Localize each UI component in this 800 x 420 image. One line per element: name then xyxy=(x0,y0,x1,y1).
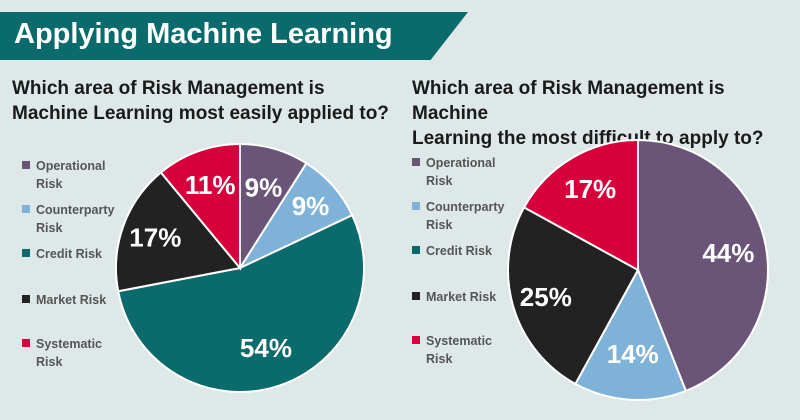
legend-swatch xyxy=(412,246,420,254)
legend-swatch xyxy=(412,202,420,210)
slice-value-label: 25% xyxy=(520,282,572,312)
legend-swatch xyxy=(412,158,420,166)
legend-left: Operational Risk Counterparty Risk Credit … xyxy=(22,157,132,377)
pie-slice xyxy=(507,206,640,386)
slice-value-label: 9% xyxy=(245,172,283,202)
legend-right: Operational Risk Counterparty Risk Credit … xyxy=(412,154,522,374)
pie-slice xyxy=(115,171,242,293)
pie-slice xyxy=(574,267,688,401)
title-banner xyxy=(0,12,468,60)
legend-swatch xyxy=(412,336,420,344)
legend-label: Operational Risk xyxy=(36,159,106,191)
slice-value-label: 11% xyxy=(185,170,236,200)
legend-label: Credit Risk xyxy=(426,244,492,258)
legend-swatch xyxy=(22,339,30,347)
legend-swatch xyxy=(22,295,30,303)
slice-value-label: 44% xyxy=(702,238,754,268)
legend-label: Counterparty Risk xyxy=(36,203,115,235)
pie-chart-right: 44% 14% 25% 17% xyxy=(507,138,769,401)
legend-swatch xyxy=(22,161,30,169)
pie-slice xyxy=(117,213,365,393)
slice-value-label: 17% xyxy=(564,174,616,204)
legend-label: Market Risk xyxy=(36,293,107,307)
legend-label: Credit Risk xyxy=(36,247,102,261)
slice-value-label: 9% xyxy=(292,191,330,221)
pie-chart-left: 9% 9% 54% 17%11% xyxy=(115,142,365,393)
legend-label: Systematic Risk xyxy=(426,334,493,366)
legend-label: Market Risk xyxy=(426,290,497,304)
legend-swatch xyxy=(22,205,30,213)
pie-slice xyxy=(637,138,769,393)
legend-label: Operational Risk xyxy=(426,156,496,188)
question-left: Which area of Risk Management is Machine… xyxy=(12,78,389,124)
legend-label: Counterparty Risk xyxy=(426,200,505,232)
legend-swatch xyxy=(22,249,30,257)
page-title: Applying Machine Learning xyxy=(14,18,393,50)
slice-value-label: 54% xyxy=(240,333,292,363)
pie-slice xyxy=(159,142,241,271)
legend-label: Systematic Risk xyxy=(36,337,103,369)
pie-slice xyxy=(522,138,639,272)
slice-value-label: 14% xyxy=(607,339,659,369)
slice-value-label: 17% xyxy=(129,223,181,253)
legend-swatch xyxy=(412,292,420,300)
